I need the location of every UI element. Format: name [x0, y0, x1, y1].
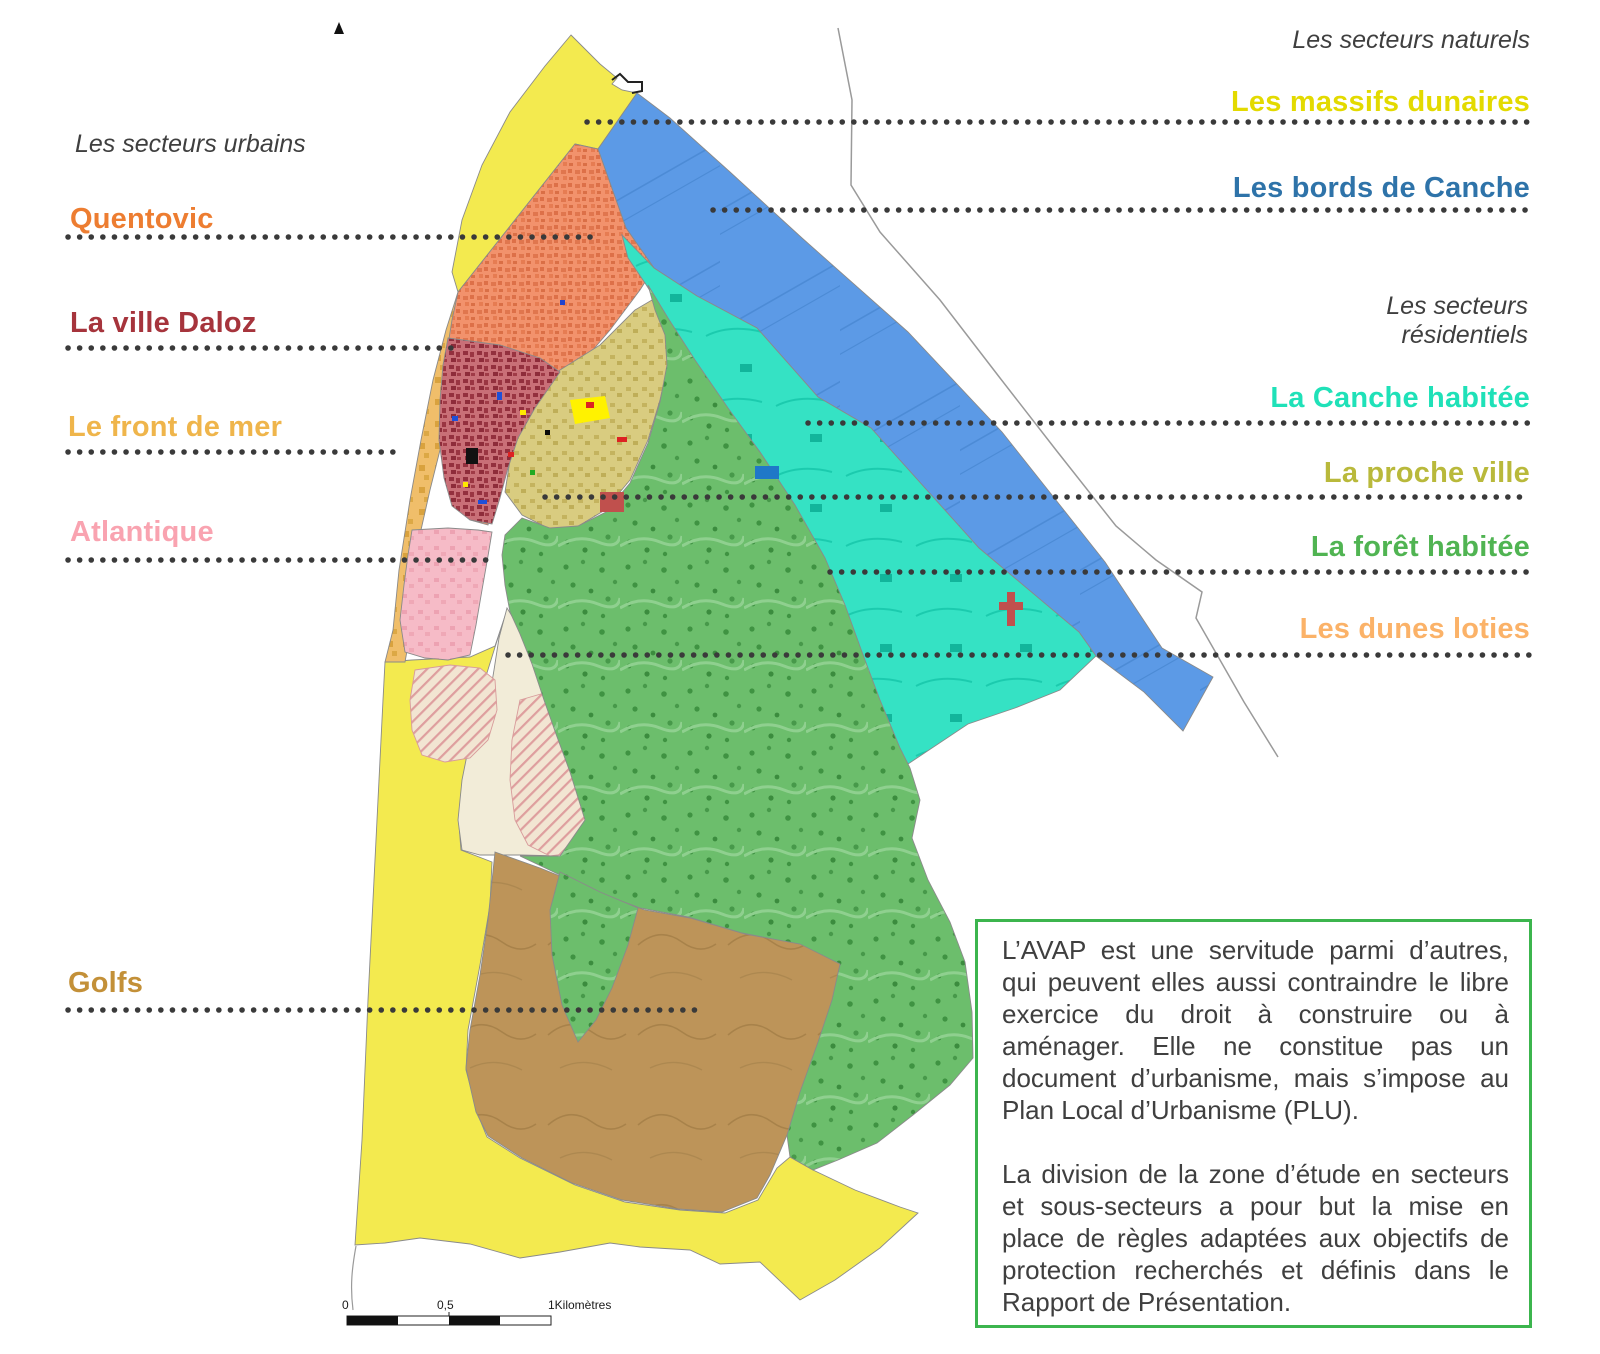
sector-label-foret-habitee: La forêt habitée	[1310, 531, 1530, 563]
yellow-patch-proche-ville	[570, 396, 610, 424]
sector-label-front-de-mer: Le front de mer	[68, 411, 283, 443]
coastline-south	[350, 1245, 357, 1311]
sector-label-bords-de-canche: Les bords de Canche	[1232, 172, 1530, 204]
sector-label-canche-habitee: La Canche habitée	[1270, 382, 1530, 414]
harbour-notch	[611, 72, 643, 94]
scale-label-zero: 0	[342, 1298, 349, 1312]
header-residentiels-line1: Les secteurs	[1386, 292, 1528, 320]
sector-label-golfs: Golfs	[68, 967, 144, 999]
sector-label-dunes-loties: Les dunes loties	[1299, 613, 1530, 645]
commune-boundary-line	[837, 27, 1279, 758]
green-tongue	[549, 871, 639, 1043]
leader-lines	[65, 119, 1533, 1013]
header-secteurs-urbains: Les secteurs urbains	[75, 130, 306, 158]
info-paragraph-2: La division de la zone d’étude en secteu…	[1002, 1159, 1509, 1317]
sector-label-ville-daloz: La ville Daloz	[70, 307, 257, 339]
north-arrow-icon	[334, 22, 344, 34]
sector-label-quentovic: Quentovic	[70, 203, 214, 235]
avap-info-box: L’AVAP est une servitude parmi d’autres,…	[975, 919, 1532, 1328]
sector-label-massifs-dunaires: Les massifs dunaires	[1231, 86, 1530, 118]
header-secteurs-naturels: Les secteurs naturels	[1292, 26, 1530, 54]
hatch-blob-west	[409, 664, 498, 763]
scale-label-half: 0,5	[437, 1298, 454, 1312]
sector-label-proche-ville: La proche ville	[1323, 457, 1530, 489]
region-atlantique	[399, 527, 493, 661]
scale-label-one-km: 1Kilomètres	[548, 1298, 612, 1312]
header-secteurs-residentiels: Les secteurs résidentiels	[1386, 292, 1528, 350]
sector-label-atlantique: Atlantique	[70, 516, 214, 548]
region-ville-daloz	[438, 337, 561, 525]
header-residentiels-line2: résidentiels	[1401, 321, 1528, 349]
info-paragraph-1: L’AVAP est une servitude parmi d’autres,…	[1002, 935, 1509, 1125]
scale-bar	[346, 1312, 552, 1326]
urban-detail-specks	[452, 300, 1023, 626]
